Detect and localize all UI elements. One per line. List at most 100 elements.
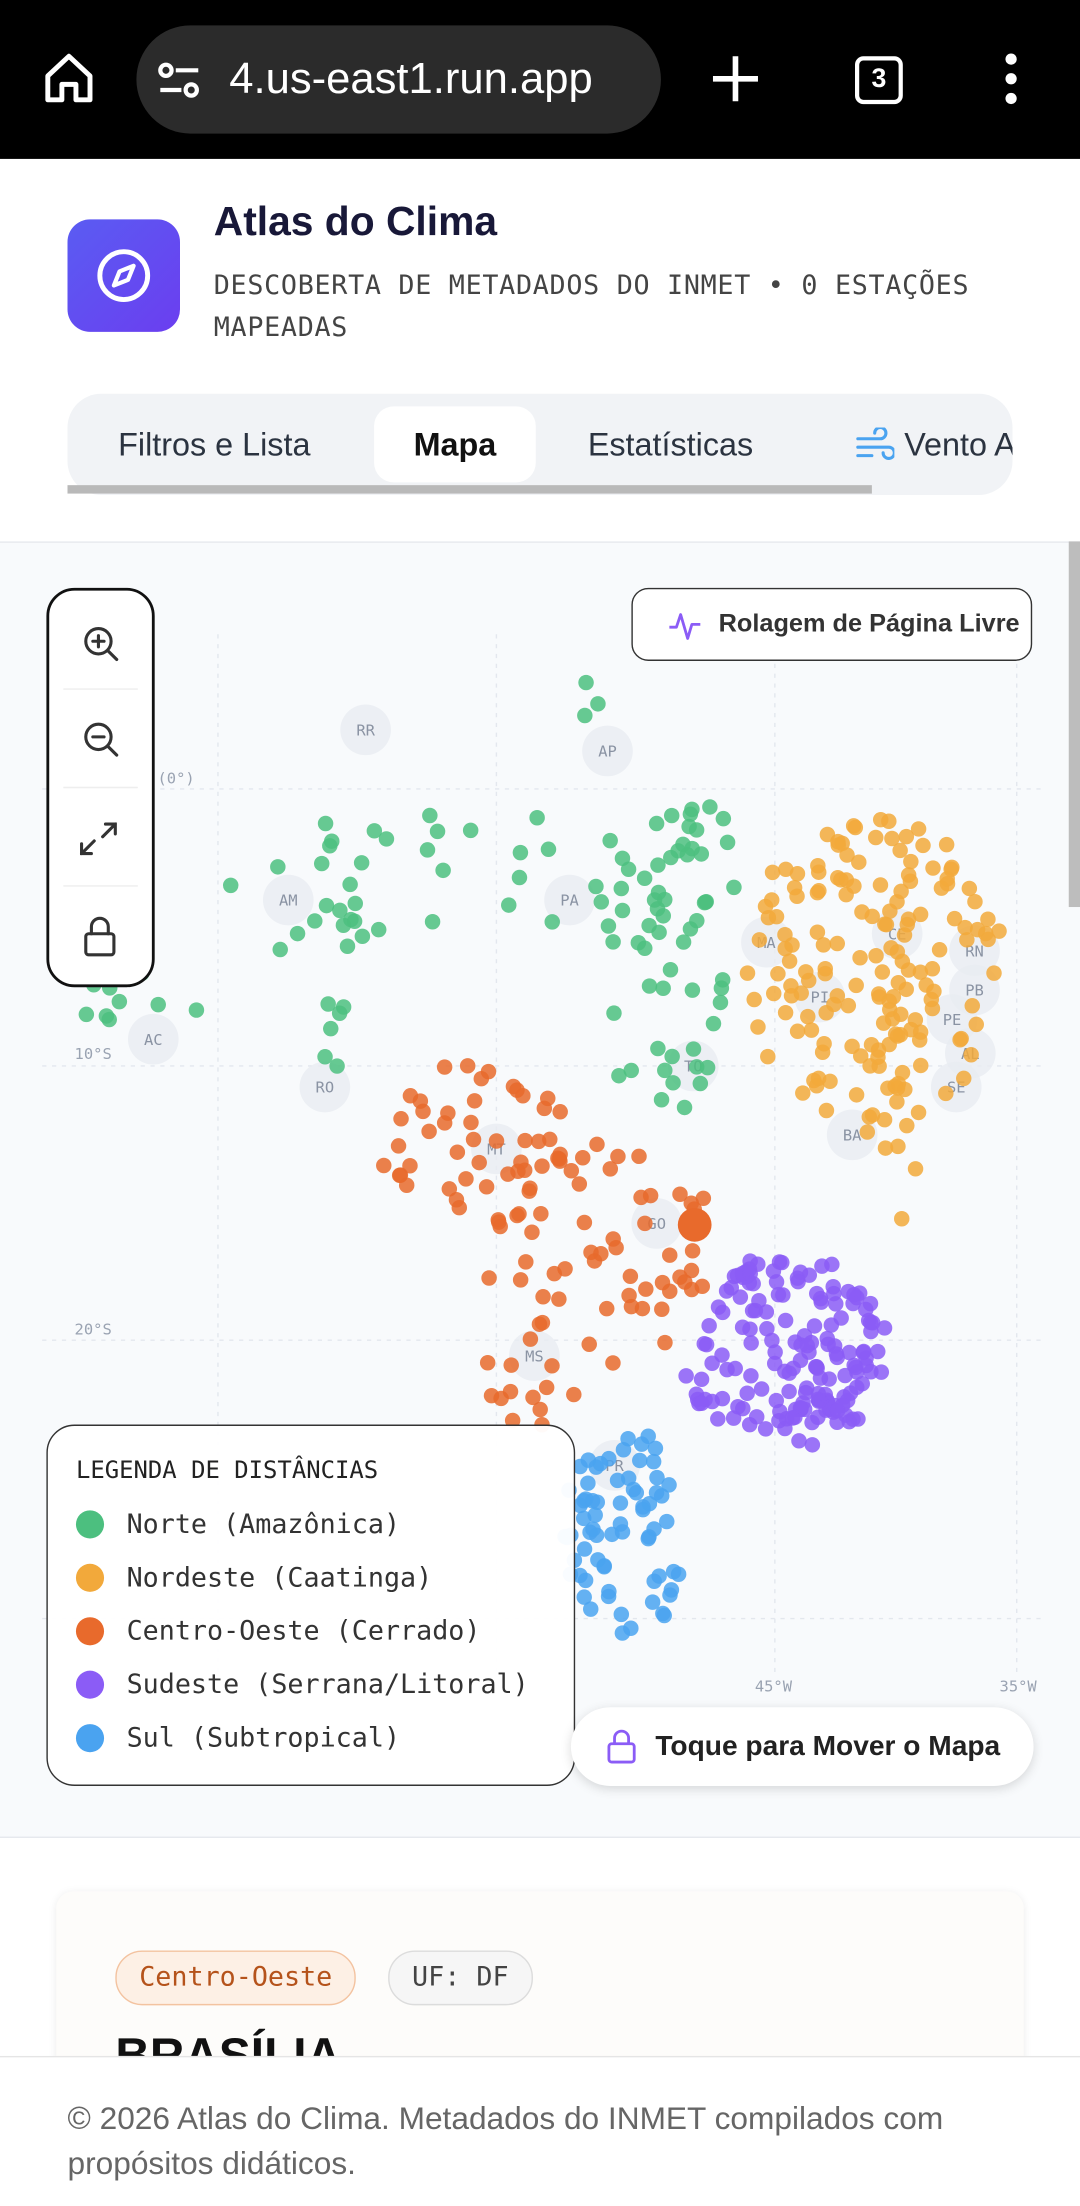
station-dot — [795, 1085, 811, 1101]
page-scrollbar — [1068, 541, 1080, 908]
station-dot — [963, 1046, 979, 1063]
station-dot — [609, 1472, 626, 1489]
station-dot — [644, 1594, 661, 1610]
station-dot — [968, 1016, 984, 1033]
station-dot — [804, 1437, 821, 1453]
station-dot — [870, 1343, 886, 1360]
station-dot — [641, 1529, 657, 1545]
station-dot — [938, 836, 955, 853]
station-dot — [641, 978, 658, 994]
station-dot — [503, 1357, 519, 1373]
lock-icon — [607, 1729, 636, 1764]
new-tab-icon[interactable] — [710, 53, 761, 104]
station-dot — [714, 972, 731, 988]
station-dot — [331, 1005, 348, 1021]
station-dot — [823, 1317, 840, 1333]
station-dot — [883, 940, 899, 956]
station-dot — [881, 993, 897, 1009]
station-dot — [739, 1385, 755, 1401]
scroll-mode-button[interactable]: Rolagem de Página Livre — [631, 587, 1033, 661]
station-dot — [719, 1361, 735, 1378]
tab[interactable]: Filtros e Lista — [118, 426, 311, 463]
lock[interactable] — [84, 916, 116, 957]
zoom-in[interactable] — [84, 627, 119, 662]
station-dot — [424, 914, 441, 930]
station-dot — [550, 1150, 566, 1166]
tab[interactable]: Vento A — [904, 426, 1013, 463]
station-dot — [662, 1247, 678, 1263]
station-dot — [611, 1067, 627, 1084]
move-map-button[interactable]: Toque para Mover o Mapa — [570, 1707, 1034, 1786]
station-dot — [829, 935, 846, 952]
zoom-out[interactable] — [84, 722, 119, 757]
station-dot — [959, 932, 975, 948]
station-dot — [789, 1023, 806, 1040]
scroll-mode-label: Rolagem de Página Livre — [718, 608, 1020, 638]
axis-label: (0°) — [158, 769, 195, 787]
station-dot — [777, 1312, 794, 1329]
uf-badge: UF: DF — [388, 1950, 533, 2006]
station-dot — [436, 1059, 453, 1075]
state-label: PE — [943, 1011, 962, 1029]
station-dot — [600, 918, 617, 934]
station-dot — [318, 897, 335, 914]
station-dot — [777, 1004, 794, 1021]
station-dot — [824, 1256, 840, 1273]
station-dot — [855, 1343, 872, 1360]
app-title: Atlas do Clima — [213, 199, 498, 245]
station-dot — [620, 861, 637, 878]
station-dot — [704, 1355, 720, 1372]
station-dot — [335, 917, 352, 933]
tab-active[interactable]: Mapa — [374, 406, 536, 483]
station-dot — [766, 985, 782, 1002]
station-dot — [817, 965, 833, 982]
zoom-controls — [46, 587, 155, 988]
station-dot — [893, 883, 909, 900]
station-dot — [964, 998, 981, 1014]
station-dot — [931, 942, 948, 958]
station-dot — [861, 1109, 878, 1125]
station-dot — [538, 1379, 555, 1396]
station-dot — [781, 1383, 797, 1400]
axis-label: 35°W — [1000, 1678, 1038, 1696]
station-dot — [596, 1558, 612, 1574]
station-dot — [775, 1287, 791, 1303]
state-label: PA — [560, 892, 579, 910]
station-dot — [544, 1358, 560, 1374]
station-dot — [837, 1367, 853, 1384]
station-dot — [900, 867, 917, 883]
station-dot — [689, 912, 705, 929]
station-dot — [693, 1371, 710, 1388]
station-dot — [533, 1206, 549, 1222]
station-dot — [815, 937, 832, 953]
station-dot — [828, 1296, 844, 1312]
station-dot — [576, 1589, 592, 1605]
station-dot — [808, 1359, 824, 1375]
tab-count[interactable]: 3 — [855, 56, 903, 105]
station-dot — [692, 1075, 709, 1092]
station-dot — [790, 1273, 806, 1290]
station-dot — [870, 1049, 886, 1065]
station-dot — [699, 1059, 716, 1076]
station-dot — [650, 1040, 666, 1057]
axis-label: 10°S — [75, 1045, 112, 1063]
station-dot — [818, 1102, 835, 1119]
menu-icon[interactable] — [998, 51, 1023, 107]
station-dot — [799, 1337, 815, 1354]
station-dot — [505, 1078, 522, 1095]
station-dot — [620, 1430, 636, 1447]
fullscreen[interactable] — [80, 822, 117, 856]
station-dot — [638, 1281, 654, 1297]
home-icon[interactable] — [39, 48, 98, 107]
legend-label: Sudeste (Serrana/Litoral) — [126, 1669, 529, 1701]
station-dot — [601, 1583, 617, 1600]
station-dot — [789, 888, 805, 905]
station-dot — [188, 1002, 205, 1018]
station-dot — [613, 1606, 630, 1623]
station-dot — [898, 981, 914, 998]
station-dot — [641, 917, 657, 934]
url-bar[interactable]: 4.us-east1.run.app — [136, 25, 661, 134]
station-dot — [705, 1015, 722, 1032]
tab[interactable]: Estatísticas — [587, 426, 754, 463]
station-dot — [518, 1254, 534, 1270]
